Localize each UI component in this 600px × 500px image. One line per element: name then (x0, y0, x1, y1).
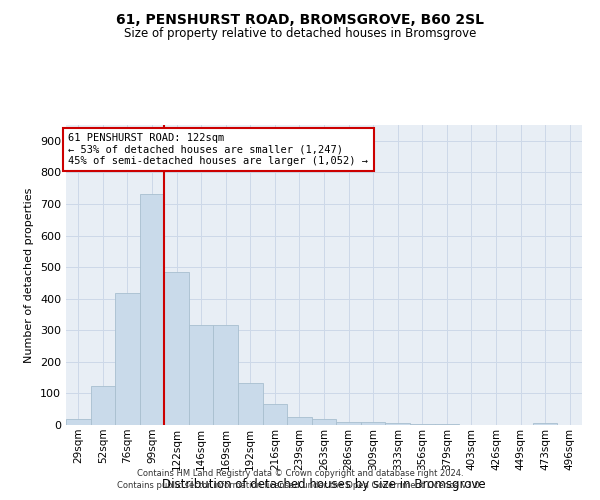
Bar (66, 418, 91, 425)
Bar (287, 417, 312, 425)
Bar (533, 423, 557, 425)
Bar (115, 293, 140, 425)
Bar (164, 272, 189, 425)
Bar (214, 325, 238, 425)
Bar (434, 424, 459, 425)
Bar (238, 383, 263, 425)
Y-axis label: Number of detached properties: Number of detached properties (25, 188, 34, 362)
Bar (189, 325, 214, 425)
Bar (91, 386, 115, 425)
Bar (140, 194, 164, 425)
Text: 61, PENSHURST ROAD, BROMSGROVE, B60 2SL: 61, PENSHURST ROAD, BROMSGROVE, B60 2SL (116, 12, 484, 26)
Text: Contains HM Land Registry data © Crown copyright and database right 2024.: Contains HM Land Registry data © Crown c… (137, 468, 463, 477)
Bar (263, 404, 287, 425)
Bar (410, 424, 434, 425)
Bar (336, 422, 361, 425)
Text: Size of property relative to detached houses in Bromsgrove: Size of property relative to detached ho… (124, 28, 476, 40)
Text: 61 PENSHURST ROAD: 122sqm
← 53% of detached houses are smaller (1,247)
45% of se: 61 PENSHURST ROAD: 122sqm ← 53% of detac… (68, 133, 368, 166)
Text: Contains public sector information licensed under the Open Government Licence v3: Contains public sector information licen… (118, 481, 482, 490)
Bar (361, 422, 385, 425)
X-axis label: Distribution of detached houses by size in Bromsgrove: Distribution of detached houses by size … (162, 478, 486, 491)
Bar (312, 418, 336, 425)
Bar (385, 424, 410, 425)
